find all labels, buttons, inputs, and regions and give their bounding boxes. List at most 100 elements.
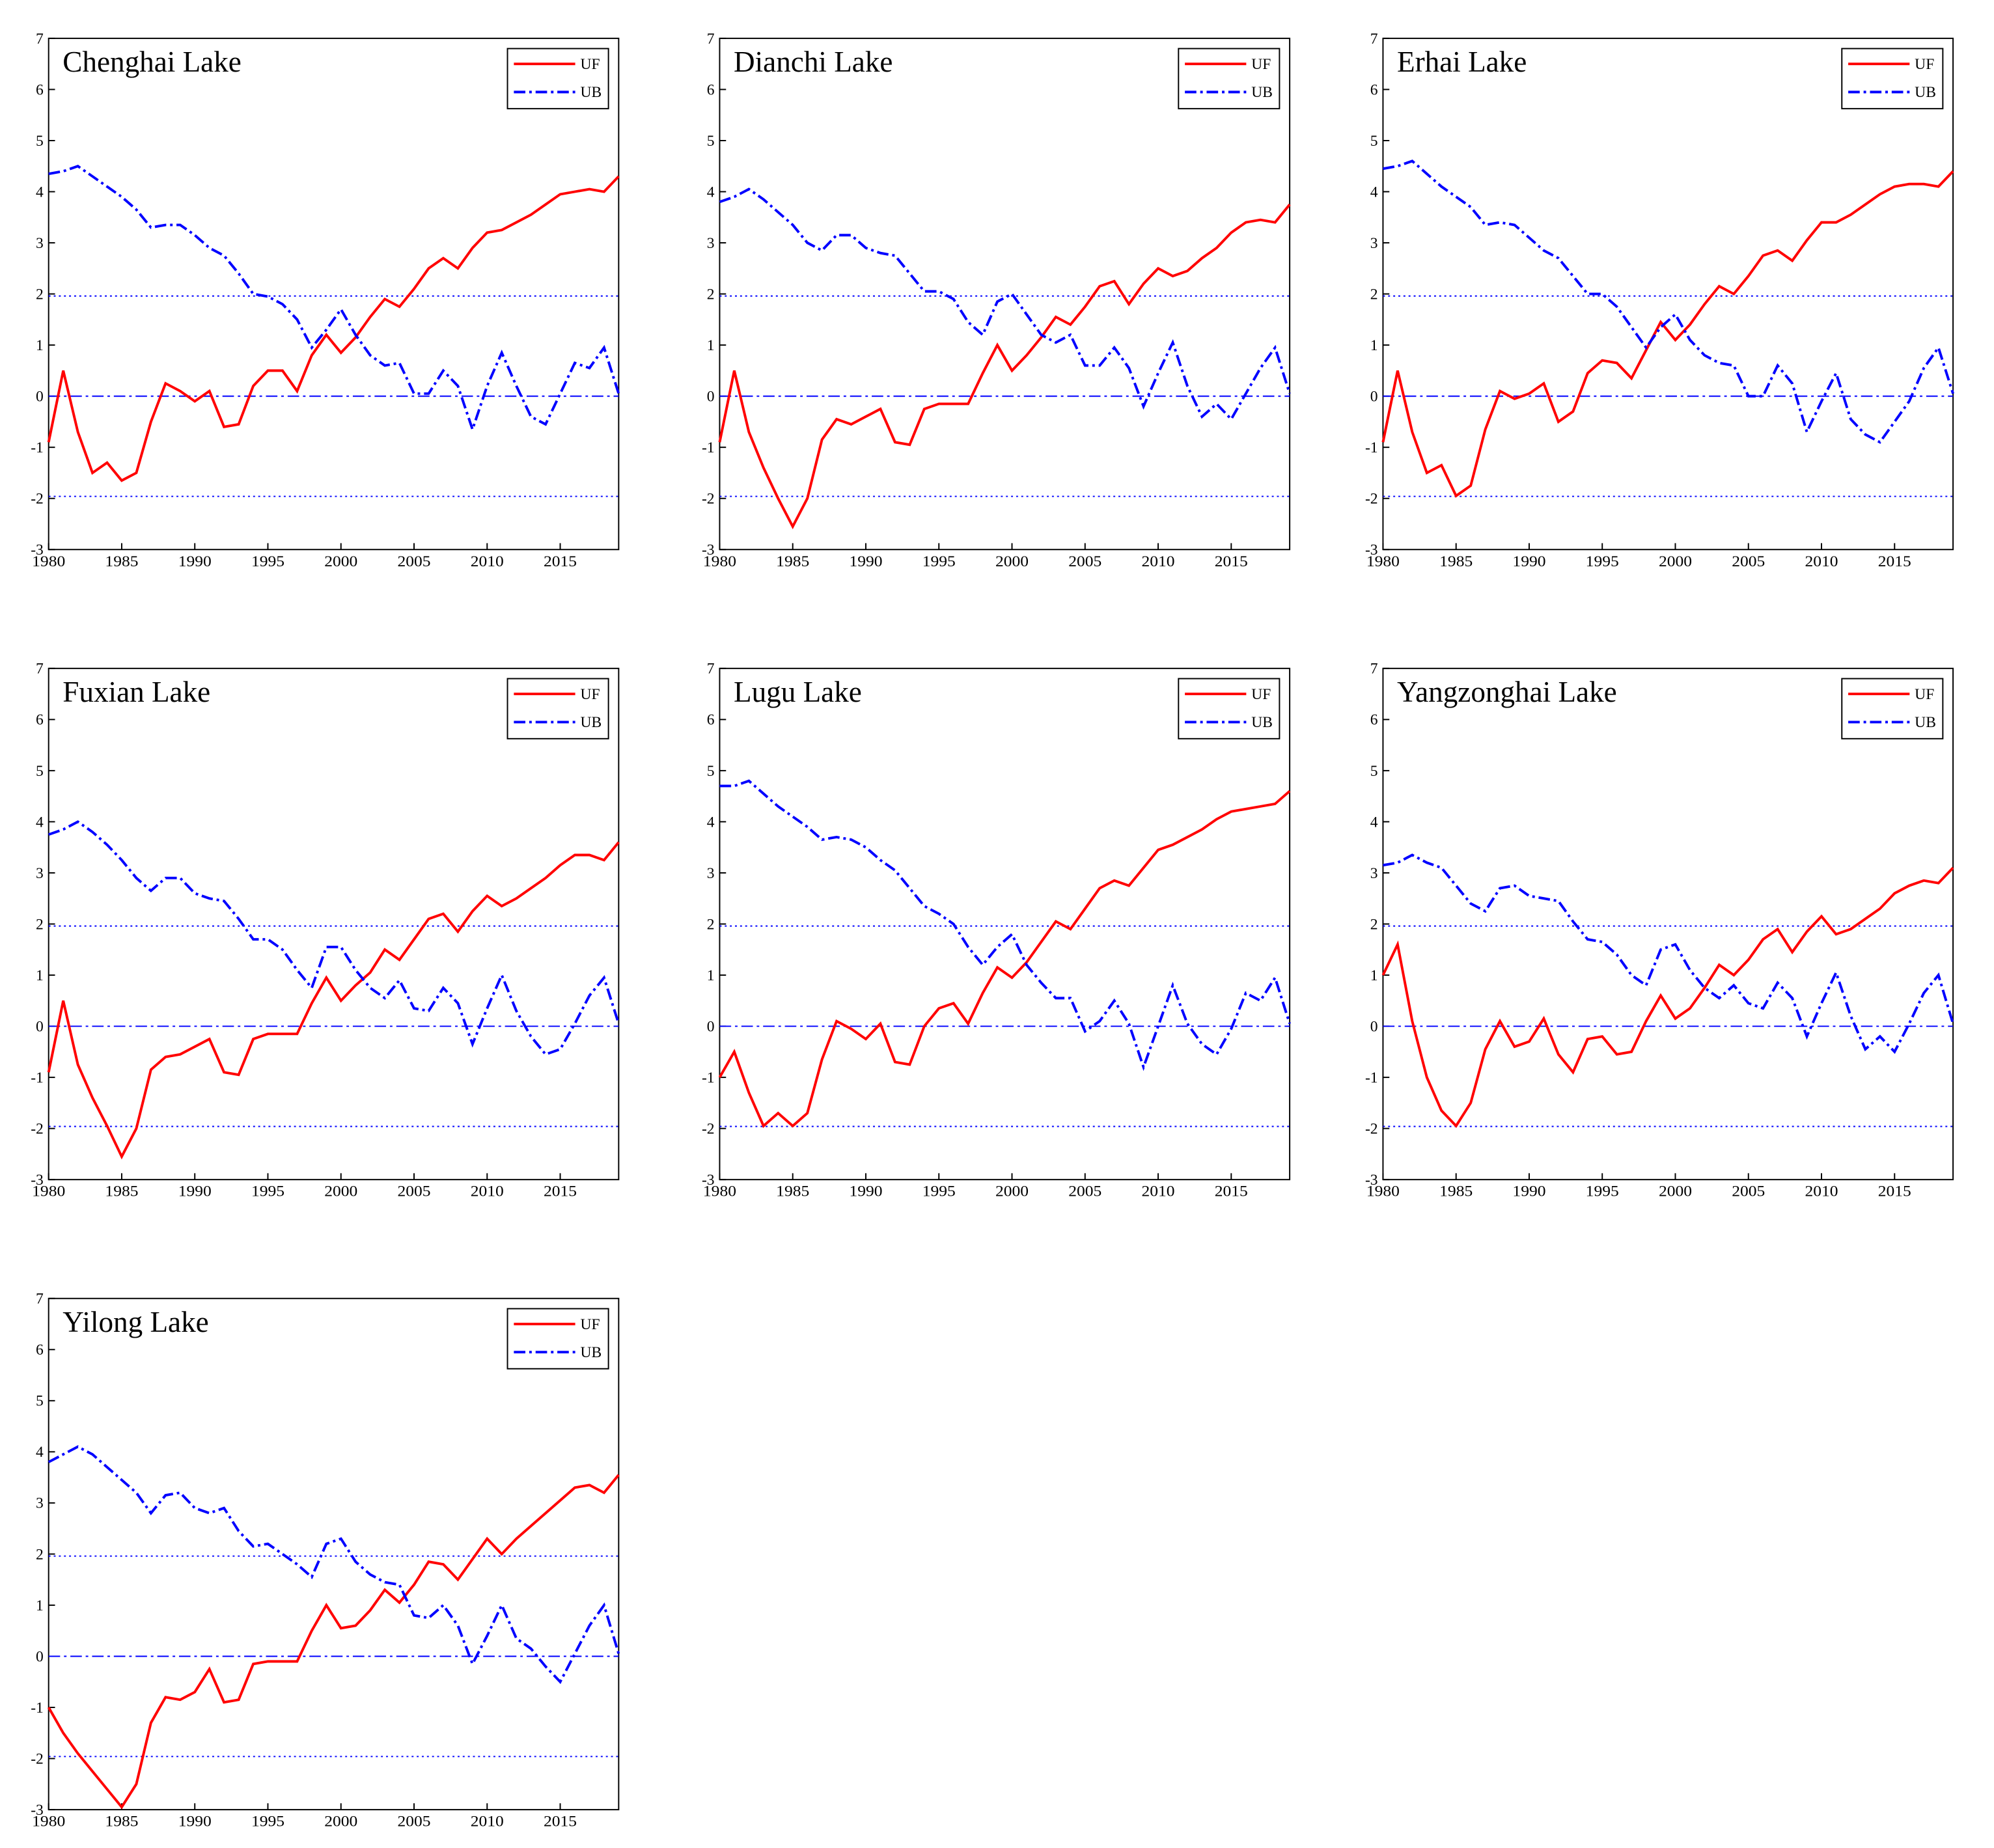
x-tick-label: 1990	[849, 1183, 882, 1200]
chart-panel: -3 -2 -1 0 1 2 3 4 5 6 7 1980 1985 1990 1995 2000 2005 20…	[31, 31, 620, 570]
series-line	[718, 790, 1291, 1128]
y-tick-label: 0	[707, 388, 715, 405]
chart-title: Chenghai Lake	[62, 46, 242, 78]
y-tick-label: -1	[31, 439, 44, 456]
y-tick-label: 6	[1370, 81, 1378, 98]
series-line	[719, 187, 1291, 422]
x-tick-label: 1990	[1512, 553, 1545, 570]
y-tick-label: 2	[1370, 286, 1378, 303]
chart-title: Lugu Lake	[734, 676, 862, 708]
legend: UF UB	[1841, 678, 1944, 739]
y-tick-label: 6	[707, 711, 715, 728]
chart-title: Yangzonghai Lake	[1397, 676, 1617, 708]
x-tick-label: 1990	[178, 1814, 212, 1830]
legend-label: UB	[580, 84, 602, 101]
legend-label: UF	[1251, 686, 1271, 703]
x-tick-label: 1985	[105, 1183, 138, 1200]
legend-box	[1178, 678, 1281, 739]
y-tick-label: -3	[1365, 1172, 1378, 1189]
series-line	[1383, 159, 1954, 444]
y-tick-label: 4	[1370, 184, 1378, 200]
legend: UF UB	[1178, 48, 1281, 109]
legend-label: UF	[580, 1316, 600, 1333]
x-tick-label: 2010	[1142, 1183, 1175, 1200]
x-tick-label: 2015	[544, 1183, 577, 1200]
x-tick-label: 1985	[1439, 553, 1473, 570]
y-tick-label: 3	[707, 865, 715, 882]
x-tick-label: 2000	[995, 1183, 1029, 1200]
x-tick-label: 2010	[1805, 553, 1838, 570]
x-tick-label: 2005	[397, 1183, 430, 1200]
x-tick-label: 2005	[1068, 1183, 1101, 1200]
y-tick-label: -1	[1365, 1069, 1378, 1086]
y-tick-label: -2	[1365, 1120, 1378, 1137]
x-tick-label: 2015	[544, 553, 577, 570]
x-tick-label: 1995	[251, 553, 284, 570]
y-tick-label: 0	[707, 1018, 715, 1035]
y-tick-label: -2	[31, 491, 44, 508]
chart-panel: -3 -2 -1 0 1 2 3 4 5 6 7 1980 1985 1990 1995 2000 2005 20…	[1365, 661, 1954, 1200]
y-tick-label: 0	[36, 1018, 44, 1035]
y-tick-label: 7	[36, 31, 44, 48]
x-tick-label: 2015	[1878, 1183, 1911, 1200]
x-tick-label: 2000	[1659, 1183, 1692, 1200]
y-tick-label: 5	[1370, 763, 1378, 780]
y-tick-label: -2	[702, 491, 715, 508]
plot-frame	[1382, 37, 1954, 551]
series-line	[1383, 853, 1954, 1055]
y-tick-label: 6	[36, 711, 44, 728]
x-tick-label: 2005	[1732, 553, 1765, 570]
x-tick-label: 2000	[1659, 553, 1692, 570]
x-tick-label: 1985	[105, 1814, 138, 1830]
chart-panel: -3 -2 -1 0 1 2 3 4 5 6 7 1980 1985 1990 1995 2000 2005 20…	[31, 1291, 620, 1830]
series-line	[1381, 170, 1954, 498]
x-tick-label: 1995	[1586, 1183, 1619, 1200]
series-line	[48, 820, 620, 1056]
legend: UF UB	[506, 678, 609, 739]
x-tick-label: 1990	[178, 1183, 212, 1200]
plot-frame	[719, 37, 1291, 551]
y-tick-label: -1	[702, 1069, 715, 1086]
x-tick-label: 1995	[1586, 553, 1619, 570]
y-tick-label: 7	[36, 661, 44, 678]
y-tick-label: 1	[36, 337, 44, 354]
y-tick-label: 5	[36, 1393, 44, 1410]
x-tick-label: 1980	[32, 1814, 65, 1830]
y-tick-label: 0	[36, 1648, 44, 1665]
legend-label: UF	[580, 56, 600, 73]
x-tick-label: 2005	[397, 553, 430, 570]
x-tick-label: 2010	[1805, 1183, 1838, 1200]
x-tick-label: 1995	[922, 553, 956, 570]
y-tick-label: 7	[707, 661, 715, 678]
series-line	[48, 165, 620, 434]
y-tick-label: 1	[1370, 337, 1378, 354]
x-tick-label: 2015	[1878, 553, 1911, 570]
y-tick-label: 4	[707, 184, 715, 200]
y-tick-label: 1	[707, 967, 715, 984]
y-tick-label: 3	[36, 1495, 44, 1512]
y-tick-label: 7	[36, 1291, 44, 1308]
y-tick-label: 5	[36, 133, 44, 150]
y-tick-label: 1	[36, 1597, 44, 1614]
x-tick-label: 1985	[776, 553, 809, 570]
x-tick-label: 2010	[471, 1814, 504, 1830]
y-tick-label: 0	[36, 388, 44, 405]
x-tick-label: 2015	[544, 1814, 577, 1830]
legend: UF UB	[506, 48, 609, 109]
x-tick-label: 1985	[105, 553, 138, 570]
series-line	[719, 779, 1291, 1071]
y-tick-label: 6	[36, 81, 44, 98]
y-tick-label: -2	[31, 1120, 44, 1137]
x-tick-label: 1980	[32, 553, 65, 570]
y-tick-label: 2	[707, 286, 715, 303]
chart-panel: -3 -2 -1 0 1 2 3 4 5 6 7 1980 1985 1990 1995 2000 2005 20…	[702, 31, 1291, 570]
legend-box	[1841, 48, 1944, 109]
y-tick-label: 3	[1370, 235, 1378, 252]
y-tick-label: 1	[1370, 967, 1378, 984]
y-tick-label: 3	[1370, 865, 1378, 882]
y-tick-label: -1	[31, 1069, 44, 1086]
y-tick-label: 2	[36, 286, 44, 303]
y-tick-label: 1	[707, 337, 715, 354]
